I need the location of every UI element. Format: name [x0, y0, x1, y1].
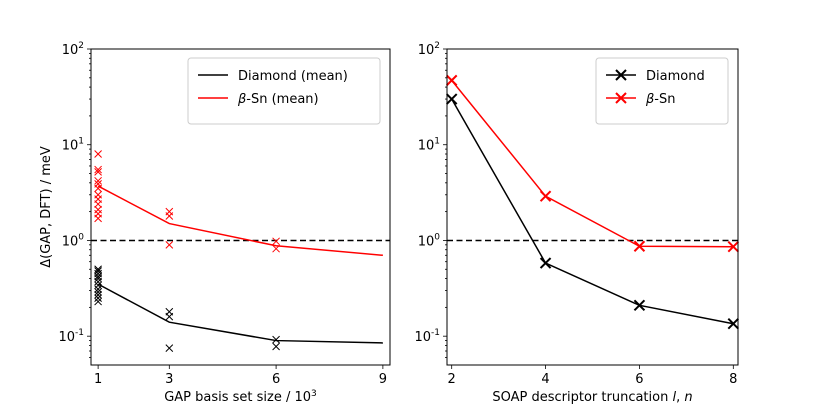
left-x-axis-label: GAP basis set size / 103: [164, 389, 317, 405]
legend-frame: [595, 57, 729, 125]
legend-label: β-Sn (mean): [237, 92, 319, 107]
scatter-point: [94, 297, 102, 306]
scatter-point: [94, 288, 102, 296]
legend-marker: [615, 92, 627, 104]
legend-entry: β-Sn (mean): [198, 92, 319, 107]
right-chart: 2 4 6 8 10-1 100 101 102 SOAP descriptor trunca…: [414, 41, 740, 405]
x-tick-label: 6: [635, 372, 643, 387]
data-point: [445, 93, 458, 105]
x-tick-label: 3: [165, 372, 173, 387]
right-x-axis-label: SOAP descriptor truncation l, n: [492, 390, 692, 405]
y-tick-label: 100: [62, 232, 85, 249]
legend-label: Diamond: [646, 69, 705, 84]
x-tick-label: 2: [448, 372, 456, 387]
legend-entry: Diamond: [606, 69, 705, 84]
scatter-point: [94, 274, 102, 283]
x-tick-label: 4: [541, 372, 549, 387]
scatter-point: [94, 277, 102, 286]
series-line: [451, 98, 734, 325]
scatter-point: [94, 291, 102, 299]
scatter-point: [165, 240, 174, 249]
left-legend: Diamond (mean) β-Sn (mean): [187, 57, 381, 125]
y-tick-label: 101: [418, 137, 440, 154]
y-tick-label: 102: [62, 41, 84, 58]
scatter-point: [94, 285, 102, 293]
scatter-point: [94, 294, 102, 302]
series-line: [97, 283, 383, 344]
legend-marker: [615, 69, 627, 81]
left-plot-frame: [90, 48, 391, 366]
right-legend: Diamond β-Sn: [595, 57, 729, 125]
legend-entry: Diamond (mean): [198, 69, 348, 84]
y-tick-label: 10-1: [58, 328, 84, 345]
scatter-point: [165, 344, 174, 352]
left-chart: 1 3 6 9 10-1 100 101 102 GAP basis set size / 1…: [39, 41, 391, 405]
scatter-point: [272, 342, 280, 351]
y-tick-label: 10-1: [414, 328, 440, 345]
series-1: [445, 74, 740, 253]
series-0: [445, 93, 740, 330]
scatter-point: [94, 176, 102, 185]
scatter-point: [94, 168, 102, 176]
left-y-axis-label: Δ(GAP, DFT) / meV: [39, 146, 54, 268]
data-point: [633, 240, 646, 252]
scatter-point: [165, 312, 174, 321]
legend-entry: β-Sn: [606, 92, 675, 107]
series-1: [94, 150, 383, 257]
x-tick-label: 6: [272, 372, 280, 387]
legend-label: β-Sn: [645, 92, 675, 107]
scatter-point: [94, 205, 102, 214]
series-line: [451, 79, 734, 248]
x-tick-label: 8: [729, 372, 737, 387]
y-tick-label: 100: [418, 232, 441, 249]
data-point: [727, 317, 740, 330]
data-point: [727, 241, 740, 253]
x-tick-label: 1: [94, 372, 102, 387]
y-tick-label: 101: [62, 137, 84, 154]
scatter-point: [94, 214, 102, 223]
series-line: [97, 185, 383, 257]
legend-label: Diamond (mean): [238, 69, 348, 84]
x-tick-label: 9: [379, 372, 387, 387]
series-0: [94, 265, 383, 352]
scatter-point: [272, 335, 280, 344]
scatter-point: [94, 281, 102, 290]
scatter-point: [94, 165, 102, 174]
y-tick-label: 102: [418, 41, 440, 58]
scatter-point: [94, 150, 102, 158]
scatter-point: [165, 212, 174, 220]
right-plot-frame: [446, 48, 739, 366]
data-point: [633, 299, 646, 312]
scatter-point: [94, 267, 102, 275]
scatter-point: [94, 184, 102, 193]
scatter-point: [272, 237, 280, 246]
data-point: [539, 257, 552, 269]
legend-frame: [187, 57, 381, 125]
scatter-point: [94, 200, 102, 208]
data-point: [445, 74, 458, 87]
data-point: [539, 190, 552, 202]
